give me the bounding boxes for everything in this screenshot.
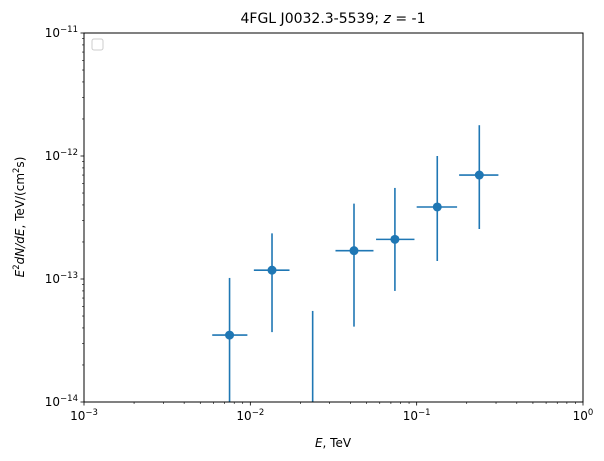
y-axis-label: E2dN/dE, TeV/(cm2s)	[12, 157, 27, 278]
plot-frame	[83, 32, 584, 403]
y-tick-label: 10−14	[45, 394, 78, 409]
major-ticks	[80, 32, 584, 406]
chart-title: 4FGL J0032.3-5539; z = -1	[241, 11, 426, 27]
x-tick-label: 10−1	[403, 408, 431, 423]
empty-legend-box	[91, 38, 104, 51]
data-point	[267, 265, 277, 275]
data-point	[432, 202, 442, 212]
plot-area	[84, 33, 583, 402]
data-point	[390, 234, 400, 244]
y-tick-label: 10−13	[45, 271, 78, 286]
data-point	[225, 330, 235, 340]
data-point	[474, 170, 484, 180]
x-tick-label: 100	[573, 408, 594, 423]
data-layer	[212, 125, 499, 402]
x-tick-labels: 10−3 10−2 10−1 100	[70, 408, 593, 423]
data-point	[349, 246, 359, 256]
x-tick-label: 10−2	[236, 408, 264, 423]
y-tick-label: 10−12	[45, 148, 78, 163]
y-tick-label: 10−11	[45, 25, 78, 40]
x-axis-label: E, TeV	[315, 436, 352, 450]
y-tick-labels: 10−14 10−13 10−12 10−11	[45, 25, 78, 409]
x-tick-label: 10−3	[70, 408, 98, 423]
